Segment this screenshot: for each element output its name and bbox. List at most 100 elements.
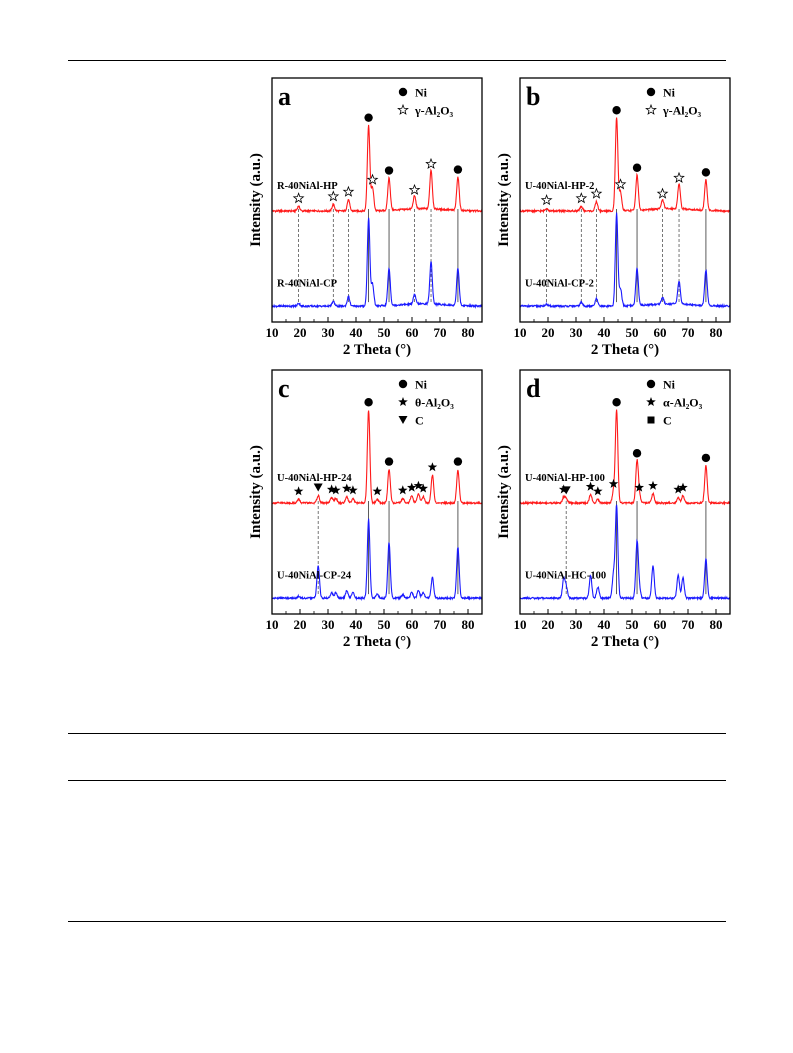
x-tick-label: 20	[542, 617, 555, 632]
legend-label: Ni	[663, 86, 676, 100]
peak-marker-open-star-icon	[425, 157, 437, 170]
peak-marker-open-star-icon	[327, 190, 340, 202]
series-line-U-40NiAl-HC-100	[519, 504, 731, 602]
legend-circle-icon	[398, 379, 408, 389]
y-axis-label: Intensity (a.u.)	[248, 153, 264, 247]
series-label: U-40NiAl-HP-2	[525, 181, 594, 192]
chart-panel-c: Ni θ-Al₂O₃ C U-40NiAl-HP-24 U-40NiAl-CP-24 10…	[248, 369, 483, 650]
x-tick-label: 20	[294, 617, 307, 632]
x-tick-label: 80	[710, 325, 723, 340]
peak-marker-circle-icon	[453, 457, 463, 466]
legend-triangle-down-icon	[398, 416, 408, 424]
x-tick-label: 70	[434, 617, 447, 632]
peak-marker-filled-star-icon	[585, 481, 596, 491]
series-line-R-40NiAl-CP	[271, 217, 483, 310]
legend-label: θ-Al₂O₃	[415, 396, 454, 410]
peak-marker-filled-star-icon	[398, 485, 408, 495]
peak-marker-circle-icon	[384, 457, 394, 466]
y-axis-label: Intensity (a.u.)	[496, 153, 512, 247]
peak-marker-filled-star-icon	[372, 486, 382, 496]
peak-marker-circle-icon	[364, 398, 373, 407]
peak-marker-open-star-icon	[575, 192, 588, 204]
series-label: R-40NiAl-CP	[277, 279, 338, 290]
peak-marker-circle-icon	[612, 398, 621, 407]
x-tick-label: 10	[266, 325, 279, 340]
panel-label: a	[278, 82, 291, 111]
peak-marker-circle-icon	[632, 163, 642, 172]
legend-label: C	[415, 414, 424, 428]
peak-marker-filled-star-icon	[634, 482, 644, 492]
legend-circle-icon	[646, 379, 656, 389]
peak-marker-filled-star-icon	[407, 482, 417, 492]
peak-marker-filled-star-icon	[413, 480, 424, 490]
peak-marker-open-star-icon	[408, 183, 421, 195]
series-line-R-40NiAl-HP	[271, 124, 483, 214]
peak-marker-circle-icon	[364, 113, 373, 122]
peak-marker-filled-star-icon	[608, 478, 619, 488]
chart-panel-a: Ni γ-Al₂O₃ R-40NiAl-HP R-40NiAl-CP 10 20 30 40 5…	[248, 77, 483, 358]
x-tick-label: 60	[406, 617, 419, 632]
table-rule-3	[68, 921, 726, 922]
x-tick-label: 70	[682, 325, 695, 340]
series-line-U-40NiAl-CP-2	[519, 212, 731, 309]
peak-marker-filled-star-icon	[342, 483, 352, 493]
series-line-U-40NiAl-CP-24	[271, 518, 483, 602]
legend-label: α-Al₂O₃	[663, 396, 703, 410]
panel-label: d	[526, 374, 541, 403]
legend-open-star-icon	[645, 103, 657, 115]
legend-label: γ-Al₂O₃	[414, 104, 454, 118]
x-tick-label: 70	[434, 325, 447, 340]
x-axis-label: 2 Theta (°)	[343, 342, 411, 358]
series-label: R-40NiAl-HP	[277, 181, 338, 192]
x-tick-label: 20	[542, 325, 555, 340]
x-tick-label: 30	[322, 325, 335, 340]
x-tick-label: 70	[682, 617, 695, 632]
x-axis-label: 2 Theta (°)	[343, 634, 411, 650]
legend-square-icon	[647, 416, 655, 424]
legend-circle-icon	[398, 87, 408, 97]
panel-label: c	[278, 374, 290, 403]
series-line-U-40NiAl-HP-24	[271, 410, 483, 506]
x-tick-label: 40	[350, 617, 363, 632]
plot-frame	[519, 77, 731, 323]
legend-label: Ni	[415, 378, 428, 392]
peak-marker-filled-star-icon	[678, 482, 688, 492]
series-label: U-40NiAl-HP-24	[277, 473, 352, 484]
peak-marker-circle-icon	[701, 168, 711, 177]
x-tick-label: 50	[378, 617, 391, 632]
peak-marker-triangle-down-icon	[313, 483, 323, 492]
x-tick-label: 40	[350, 325, 363, 340]
peak-marker-filled-star-icon	[427, 462, 438, 472]
chart-panel-d: Ni α-Al₂O₃ C U-40NiAl-HP-100 U-40NiAl-HC-100…	[496, 369, 731, 650]
x-tick-label: 30	[322, 617, 335, 632]
legend-label: Ni	[663, 378, 676, 392]
x-tick-label: 60	[654, 325, 667, 340]
series-label: U-40NiAl-HP-100	[525, 473, 605, 484]
x-tick-label: 20	[294, 325, 307, 340]
peak-marker-open-star-icon	[540, 194, 553, 206]
x-tick-label: 10	[266, 617, 279, 632]
plot-frame	[271, 77, 483, 323]
x-tick-label: 50	[626, 617, 639, 632]
top-rule	[68, 60, 726, 61]
peak-marker-open-star-icon	[656, 187, 669, 199]
peak-marker-open-star-icon	[342, 185, 355, 197]
peak-marker-circle-icon	[701, 453, 711, 463]
peak-marker-filled-star-icon	[331, 485, 341, 495]
x-tick-label: 30	[570, 325, 583, 340]
peak-marker-open-star-icon	[292, 192, 305, 204]
peak-marker-circle-icon	[612, 106, 621, 115]
series-label: U-40NiAl-CP-2	[525, 279, 594, 290]
x-axis-label: 2 Theta (°)	[591, 342, 659, 358]
x-axis-label: 2 Theta (°)	[591, 634, 659, 650]
peak-marker-circle-icon	[453, 165, 463, 174]
peak-marker-filled-star-icon	[593, 486, 603, 496]
x-tick-label: 40	[598, 325, 611, 340]
y-axis-label: Intensity (a.u.)	[248, 445, 264, 539]
table-rule-1	[68, 733, 726, 734]
series-label: U-40NiAl-CP-24	[277, 571, 352, 582]
chart-panel-b: Ni γ-Al₂O₃ U-40NiAl-HP-2 U-40NiAl-CP-2 10 20 3…	[496, 77, 731, 358]
legend-filled-star-icon	[398, 397, 408, 406]
legend-label: γ-Al₂O₃	[662, 104, 702, 118]
panel-label: b	[526, 82, 540, 111]
